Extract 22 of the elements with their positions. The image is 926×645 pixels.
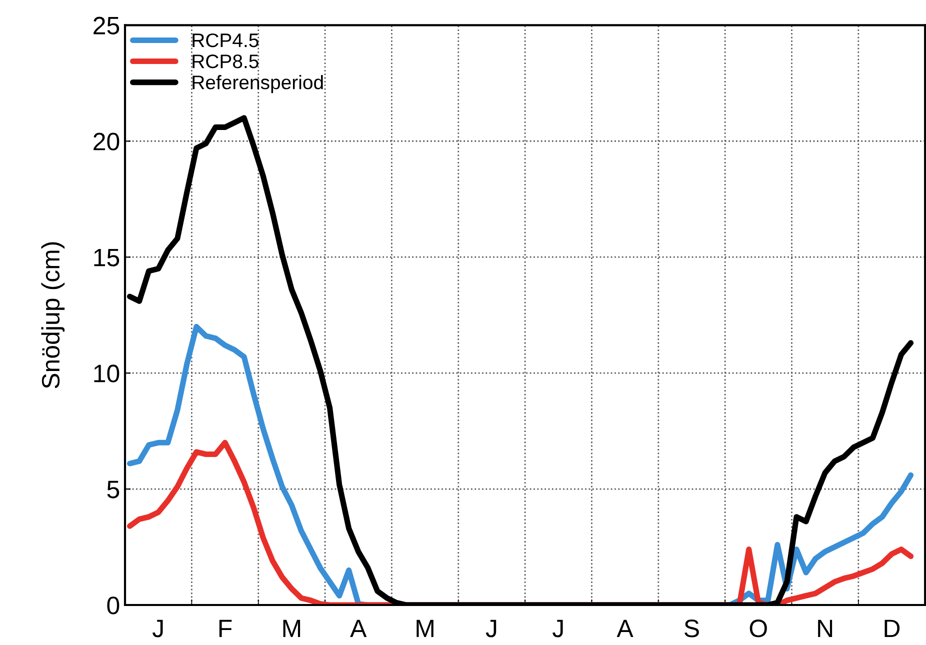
- legend-label: RCP4.5: [192, 33, 258, 48]
- x-tick-label: S: [684, 620, 699, 638]
- y-tick-label: 20: [94, 132, 120, 150]
- y-tick-label: 15: [94, 248, 120, 266]
- x-tick-label: A: [350, 620, 367, 638]
- x-tick-label: A: [616, 620, 634, 638]
- x-tick-label: M: [283, 620, 300, 638]
- legend-label: RCP8.5: [192, 54, 258, 68]
- x-tick-label: N: [818, 620, 832, 638]
- legend-label: Referensperiod: [192, 75, 323, 94]
- y-tick-label: 25: [94, 16, 120, 34]
- x-tick-label: J: [152, 620, 163, 638]
- x-tick-label: O: [750, 620, 767, 638]
- x-tick-label: J: [486, 620, 496, 638]
- x-tick-label: D: [884, 620, 900, 638]
- y-axis-title: Snödjup (cm): [41, 242, 65, 388]
- y-tick-label: 5: [107, 480, 120, 498]
- x-tick-label: M: [416, 620, 434, 638]
- x-tick-label: J: [552, 620, 563, 638]
- y-tick-label: 10: [94, 364, 120, 382]
- x-tick-label: F: [219, 620, 232, 638]
- y-tick-label: 0: [107, 596, 120, 614]
